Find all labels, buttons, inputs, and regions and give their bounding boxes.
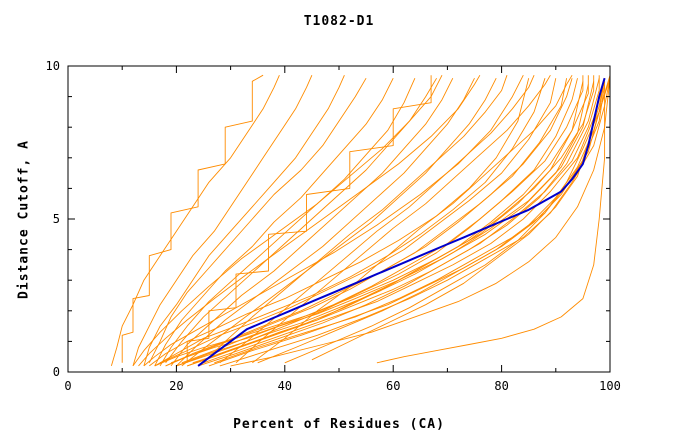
prediction-curve xyxy=(187,75,589,367)
prediction-curve xyxy=(138,74,481,367)
prediction-curve xyxy=(143,75,345,367)
prediction-curve xyxy=(132,75,313,367)
prediction-curve xyxy=(121,74,264,363)
x-axis-label: Percent of Residues (CA) xyxy=(233,417,445,432)
prediction-curve xyxy=(252,74,573,364)
y-tick-label: 10 xyxy=(46,59,60,73)
prediction-curve xyxy=(154,77,394,367)
prediction-curve xyxy=(159,78,416,367)
prediction-curve xyxy=(376,81,606,364)
prediction-curve xyxy=(181,75,584,364)
y-tick-label: 5 xyxy=(53,212,60,226)
prediction-curve xyxy=(235,74,551,364)
prediction-curve xyxy=(170,78,573,364)
prediction-curve xyxy=(203,75,508,364)
prediction-curve xyxy=(159,78,557,364)
prediction-curve xyxy=(143,74,524,367)
prediction-curve xyxy=(219,75,535,364)
x-tick-label: 20 xyxy=(169,379,183,393)
x-tick-label: 80 xyxy=(494,379,508,393)
x-tick-label: 60 xyxy=(386,379,400,393)
prediction-curve xyxy=(214,78,611,364)
y-tick-label: 0 xyxy=(53,365,60,379)
prediction-curve xyxy=(284,78,606,364)
x-tick-label: 100 xyxy=(599,379,621,393)
prediction-curve xyxy=(154,81,584,367)
prediction-curve xyxy=(219,78,611,367)
prediction-curve xyxy=(257,75,611,364)
x-tick-label: 0 xyxy=(64,379,71,393)
prediction-curve xyxy=(149,78,530,367)
prediction-curve xyxy=(230,78,611,367)
prediction-curve xyxy=(181,77,497,367)
prediction-curve xyxy=(132,74,443,367)
chart-title: T1082-D1 xyxy=(303,14,375,29)
prediction-curve xyxy=(148,77,367,364)
prediction-curve xyxy=(165,84,589,367)
prediction-curve xyxy=(203,81,606,364)
prediction-curve xyxy=(186,75,432,363)
prediction-curve xyxy=(165,77,437,364)
prediction-curve xyxy=(170,77,454,367)
prediction-curve xyxy=(176,77,475,367)
highlighted-model-curve xyxy=(197,77,606,367)
prediction-curve xyxy=(110,75,280,367)
prediction-curve xyxy=(187,78,600,367)
x-tick-label: 40 xyxy=(278,379,292,393)
